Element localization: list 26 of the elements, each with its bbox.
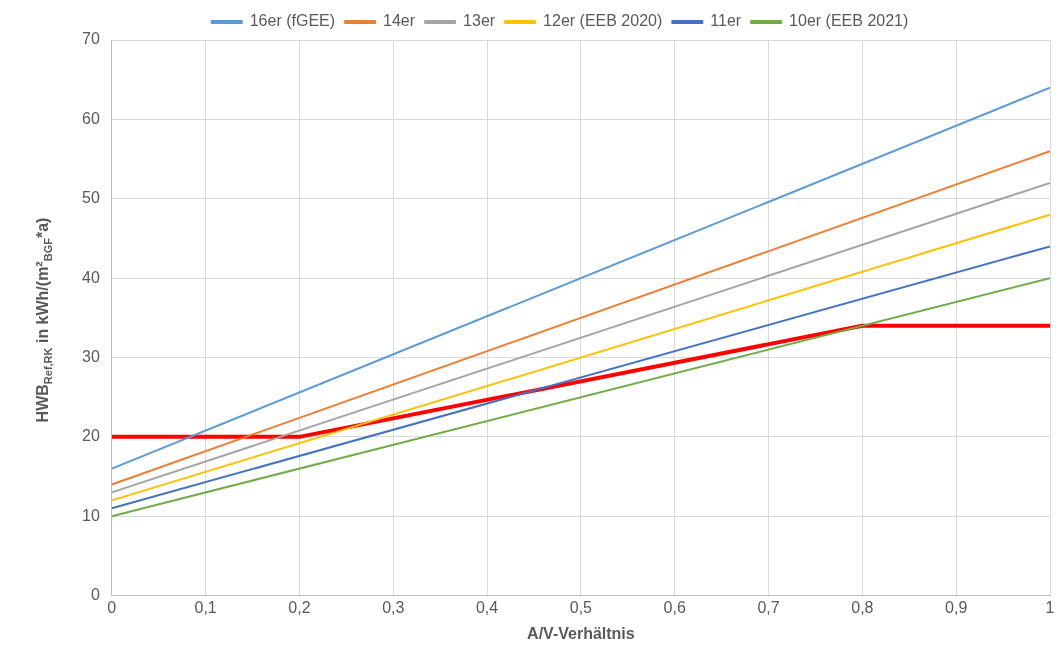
- legend-label: 13er: [463, 12, 496, 30]
- x-tick-label: 0,8: [851, 598, 874, 616]
- legend-label: 11er: [710, 12, 742, 30]
- y-tick-label: 0: [90, 586, 100, 604]
- legend-label: 10er (EEB 2021): [789, 12, 909, 30]
- x-axis-title: A/V-Verhältnis: [527, 624, 635, 642]
- x-tick-label: 0: [107, 598, 117, 616]
- legend-label: 12er (EEB 2020): [543, 12, 663, 30]
- x-tick-label: 0,5: [569, 598, 593, 616]
- y-tick-label: 70: [82, 30, 100, 48]
- legend-label: 16er (fGEE): [249, 12, 336, 30]
- x-tick-label: 0,9: [945, 598, 968, 616]
- y-tick-label: 10: [82, 506, 100, 524]
- x-tick-label: 0,1: [194, 598, 217, 616]
- y-tick-label: 50: [82, 189, 100, 207]
- x-tick-label: 0,7: [757, 598, 780, 616]
- x-tick-label: 1: [1045, 598, 1055, 616]
- y-tick-label: 40: [82, 268, 100, 286]
- y-tick-label: 30: [82, 347, 100, 365]
- x-tick-label: 0,6: [663, 598, 686, 616]
- x-tick-label: 0,2: [288, 598, 311, 616]
- y-tick-label: 20: [82, 427, 100, 445]
- y-tick-label: 60: [82, 109, 100, 127]
- x-tick-label: 0,3: [382, 598, 405, 616]
- x-tick-label: 0,4: [475, 598, 499, 616]
- legend-label: 14er: [383, 12, 416, 30]
